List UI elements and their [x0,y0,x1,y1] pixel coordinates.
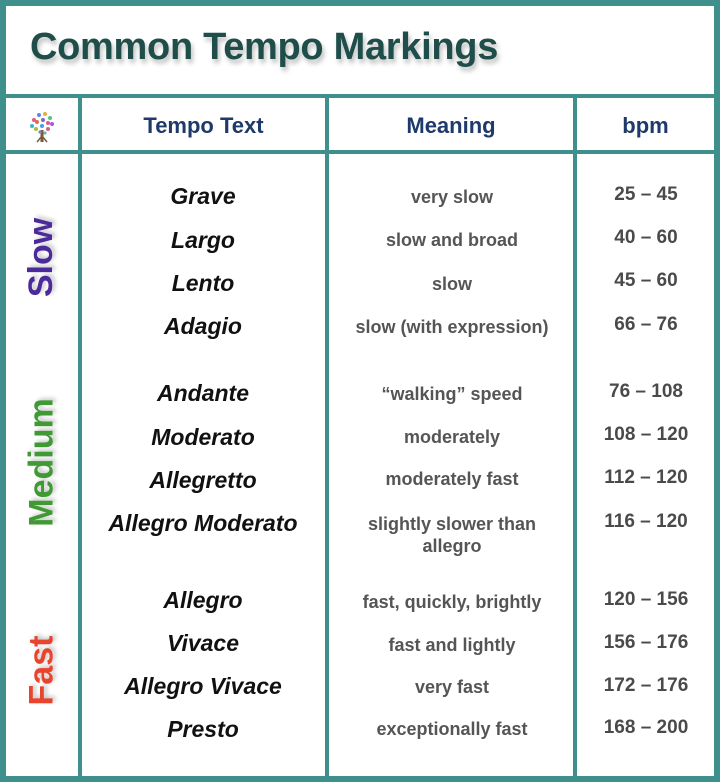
header-tempo-text: Tempo Text [143,113,264,138]
tempo-bpm: 168 – 200 [603,717,689,738]
tempo-meaning: exceptionally fast [376,719,528,739]
tempo-bpm: 76 – 108 [609,381,683,402]
tempo-bpm: 66 – 76 [614,314,678,335]
tempo-meaning: fast, quickly, brightly [362,592,542,612]
tempo-text: Moderato [151,424,255,450]
page-title: Common Tempo Markings [30,26,499,68]
category-medium: Medium [6,360,78,565]
tempo-meaning: moderately fast [385,469,519,489]
tempo-text: Vivace [166,630,240,656]
tempo-text: Grave [170,183,236,209]
tempo-text: Allegro [163,587,243,613]
tempo-text: Allegro Vivace [124,673,282,699]
category-label: Medium [22,398,61,527]
tree-icon [30,112,54,143]
category-label: Fast [22,635,61,705]
tempo-meaning: slow [431,274,472,294]
tempo-text: Adagio [164,313,242,339]
tempo-bpm: 40 – 60 [614,227,678,248]
header-bpm: bpm [622,113,669,138]
tempo-text: Andante [157,380,249,406]
tempo-meaning: very slow [410,187,494,207]
tempo-bpm: 116 – 120 [604,511,688,532]
title-bar: Common Tempo Markings [6,6,714,98]
tempo-text: Allegro Moderato [108,510,298,536]
header-icon-cell [6,102,78,150]
tempo-text: Allegretto [149,467,257,493]
tempo-text: Presto [167,716,239,742]
tempo-meaning: “walking” speed [381,384,523,404]
tempo-bpm: 25 – 45 [614,184,678,205]
tempo-bpm: 108 – 120 [603,424,689,445]
tempo-meaning: slightly slower than allegro [367,514,537,556]
tempo-bpm: 172 – 176 [603,675,689,696]
header-meaning: Meaning [406,113,496,138]
category-slow: Slow [6,155,78,360]
tempo-meaning: very fast [414,677,490,697]
column-divider [78,98,82,776]
tempo-bpm: 112 – 120 [604,467,688,488]
tempo-meaning: slow and broad [385,230,518,250]
column-divider [325,98,329,776]
category-label: Slow [22,217,61,298]
tempo-text: Largo [171,227,235,253]
tempo-text: Lento [171,270,235,296]
category-fast: Fast [6,565,78,775]
tempo-meaning: moderately [403,427,501,447]
tempo-bpm: 45 – 60 [614,270,678,291]
header-divider [6,150,714,154]
tempo-bpm: 120 – 156 [603,589,689,610]
tempo-meaning: fast and lightly [388,635,516,655]
tempo-meaning: slow (with expression) [355,317,549,337]
column-divider [573,98,577,776]
tempo-bpm: 156 – 176 [603,632,689,653]
